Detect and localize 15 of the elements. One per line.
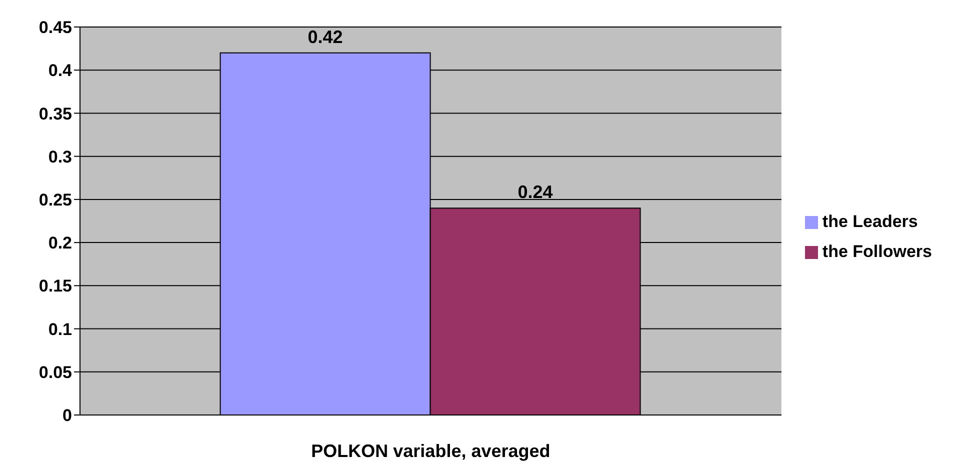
y-tick-label: 0.35 — [38, 104, 72, 124]
y-tick-label: 0.45 — [38, 18, 72, 38]
y-tick-label: 0.1 — [48, 320, 72, 339]
y-tick-label: 0 — [62, 406, 72, 426]
data-label: 0.24 — [518, 182, 553, 202]
y-tick-label: 0.15 — [38, 276, 72, 296]
x-axis-title: POLKON variable, averaged — [311, 441, 550, 461]
y-tick-label: 0.4 — [48, 61, 73, 80]
y-tick-label: 0.3 — [48, 147, 72, 166]
y-tick-label: 0.2 — [48, 234, 72, 253]
y-tick-label: 0.25 — [38, 190, 72, 210]
legend-label: the Leaders — [822, 212, 918, 230]
y-tick-label: 0.05 — [38, 362, 72, 382]
legend-label: the Followers — [822, 242, 932, 260]
data-label: 0.42 — [308, 26, 343, 47]
